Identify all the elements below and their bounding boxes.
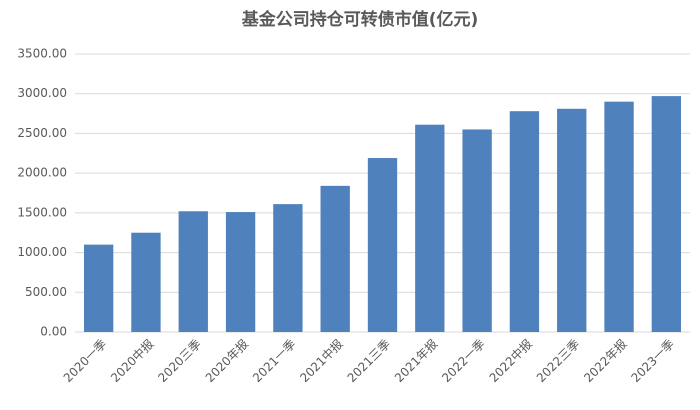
- x-tick-label: 2022中报: [486, 336, 535, 385]
- bar: [509, 111, 540, 332]
- x-tick-label: 2020三季: [155, 337, 203, 385]
- x-tick-label: 2020一季: [61, 337, 109, 385]
- bar: [367, 158, 398, 332]
- y-tick-label: 1000.00: [17, 245, 67, 259]
- bar: [225, 212, 256, 332]
- x-tick-label: 2022年报: [580, 336, 629, 385]
- bar: [83, 244, 114, 332]
- x-tick-label: 2021中报: [297, 336, 346, 385]
- x-tick-label: 2022一季: [439, 337, 487, 385]
- x-tick-label: 2020年报: [202, 336, 251, 385]
- chart-title: 基金公司持仓可转债市值(亿元): [241, 9, 479, 30]
- y-tick-label: 3500.00: [17, 47, 67, 61]
- x-tick-label: 2021一季: [250, 337, 298, 385]
- y-tick-label: 500.00: [25, 285, 67, 299]
- bar: [273, 204, 303, 332]
- bar: [557, 108, 587, 332]
- x-tick-label: 2021年报: [391, 336, 440, 385]
- y-tick-label: 2000.00: [17, 166, 67, 180]
- x-tick-label: 2021三季: [345, 337, 393, 385]
- y-tick-label: 0.00: [40, 325, 67, 339]
- bar: [462, 129, 492, 332]
- x-tick-label: 2022三季: [534, 337, 582, 385]
- y-tick-label: 1500.00: [17, 205, 67, 219]
- bar: [131, 232, 161, 332]
- bar: [320, 185, 350, 332]
- bar: [651, 96, 682, 333]
- y-tick-label: 3000.00: [17, 86, 67, 100]
- y-tick-label: 2500.00: [17, 126, 67, 140]
- bar: [604, 101, 634, 333]
- bar: [415, 124, 445, 332]
- bar: [178, 211, 208, 332]
- x-tick-label: 2023一季: [628, 337, 676, 385]
- x-tick-label: 2020中报: [107, 336, 156, 385]
